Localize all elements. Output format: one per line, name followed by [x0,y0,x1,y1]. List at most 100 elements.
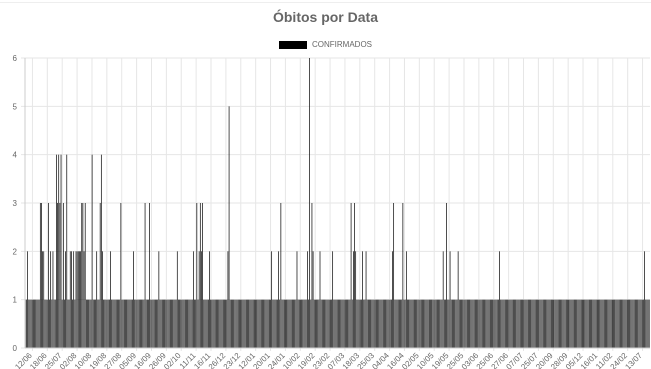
bar [262,299,263,348]
bar [335,299,337,348]
bar [392,251,393,348]
bar [633,299,635,348]
bar [587,299,589,348]
bar [349,299,351,348]
bar [249,299,251,348]
bar [632,299,634,348]
bar [198,251,200,348]
y-tick-label: 3 [13,199,18,208]
bar [553,299,554,348]
bar [369,299,370,348]
bar [328,299,330,348]
bar [648,299,650,348]
bar [281,299,283,348]
bar [62,203,64,348]
bar [56,154,57,348]
bar [297,299,299,348]
bar [84,203,86,348]
bar [638,299,640,348]
bar [565,299,567,348]
bar [500,299,502,348]
bar [483,299,484,348]
bar [102,251,103,348]
bar [28,299,30,348]
bar [571,299,573,348]
bar [106,299,108,348]
bar [240,299,241,348]
bar [96,251,98,348]
bar [152,299,154,348]
bar [346,299,347,348]
bar [639,299,641,348]
bar [484,299,485,348]
bar [174,299,176,348]
bar [334,299,336,348]
bar [165,299,167,348]
chart-legend[interactable]: CONFIRMADOS [0,40,651,49]
bar [608,299,610,348]
bar [164,299,165,348]
bar [312,251,314,348]
bar [441,299,443,348]
bar [647,299,649,348]
bar [235,299,237,348]
bar [243,299,245,348]
bar [167,299,169,348]
bar [263,299,264,348]
bar [582,299,583,348]
bar [526,299,528,348]
bar [469,299,470,348]
bar [552,299,553,348]
bar [208,299,209,348]
bar [52,251,54,348]
bar [575,299,576,348]
bar [589,299,590,348]
bar [457,251,459,348]
bar [425,299,427,348]
bar [311,203,313,348]
bar [257,299,259,348]
bar [27,251,28,348]
bar [515,299,517,348]
bar [446,203,447,348]
bar [304,299,306,348]
bar [33,299,34,348]
bar [397,299,399,348]
bar [567,299,568,348]
bar [266,299,268,348]
bar [646,299,648,348]
bar [478,299,480,348]
bar [280,203,282,348]
bar [79,251,80,348]
bar [382,299,384,348]
bar [549,299,551,348]
bar [45,299,47,348]
bar [37,299,39,348]
bar [155,299,156,348]
bar [405,251,407,348]
bar [64,299,65,348]
bar [516,299,518,348]
bar [218,299,220,348]
bar [614,299,616,348]
bar [527,299,529,348]
bar [94,299,95,348]
bar [437,299,438,348]
bar [330,299,331,348]
bar [309,58,310,348]
bar [532,299,534,348]
bar [450,299,452,348]
bar [424,299,426,348]
bar [504,299,506,348]
bar [442,251,444,348]
bar [186,299,187,348]
bar [71,251,72,348]
bar [347,299,348,348]
bar [449,251,451,348]
bar [241,299,243,348]
bar [141,299,142,348]
bar [492,299,493,348]
y-tick-label: 5 [13,102,18,111]
bar [464,299,466,348]
bar [626,299,628,348]
